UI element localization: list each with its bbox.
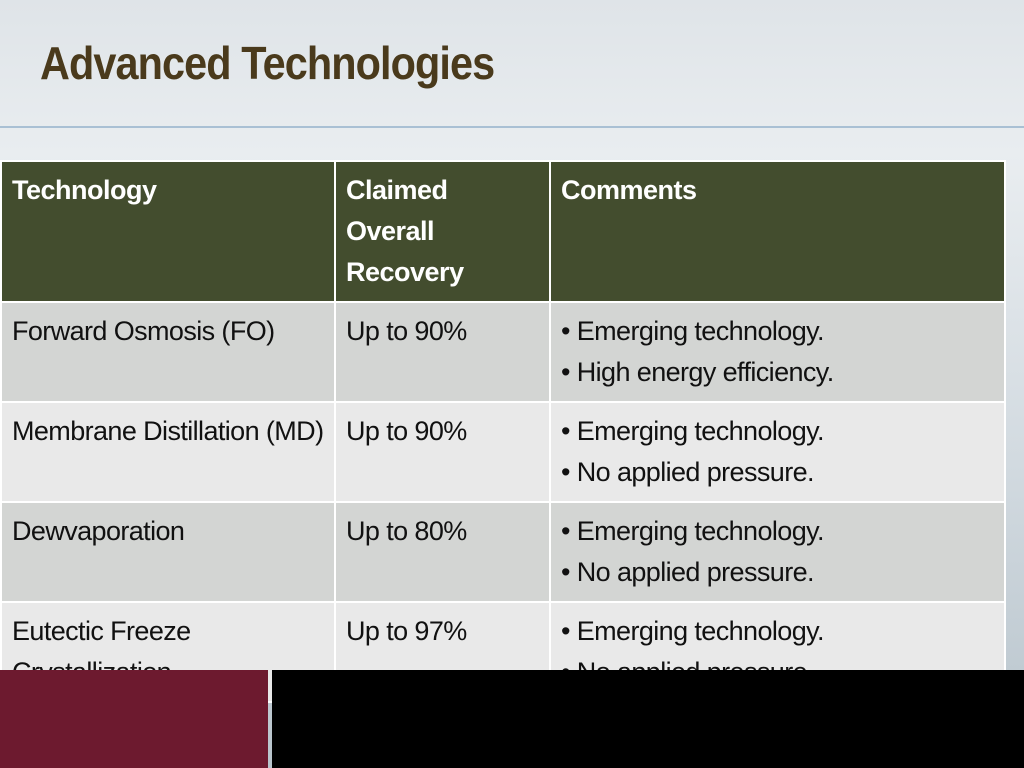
- comment-line: • Emerging technology.: [561, 616, 825, 646]
- table-body: Forward Osmosis (FO) Up to 90% • Emerging …: [0, 301, 1006, 703]
- table-row: Forward Osmosis (FO) Up to 90% • Emerging …: [0, 301, 1006, 403]
- table-row: Membrane Distillation (MD) Up to 90% • Eme…: [0, 401, 1006, 503]
- header-row: Technology Claimed Overall Recovery Comm…: [0, 160, 1006, 303]
- header-cell: Claimed Overall Recovery: [334, 160, 551, 303]
- slide-title: Advanced Technologies: [40, 37, 495, 89]
- table-row: Dewvaporation Up to 80% • Emerging technol…: [0, 501, 1006, 603]
- header-cell: Comments: [549, 160, 1006, 303]
- comments-cell: • Emerging technology. • No applied press…: [549, 401, 1006, 503]
- table: Technology Claimed Overall Recovery Comm…: [0, 160, 1006, 703]
- comment-line: • Emerging technology.: [561, 416, 825, 446]
- technology-cell: Dewvaporation: [0, 501, 336, 603]
- recovery-cell: Up to 90%: [334, 301, 551, 403]
- comment-line: • No applied pressure.: [561, 557, 815, 587]
- technology-cell: Membrane Distillation (MD): [0, 401, 336, 503]
- recovery-cell: Up to 80%: [334, 501, 551, 603]
- title-rule: [0, 126, 1024, 128]
- header-cell: Technology: [0, 160, 336, 303]
- header-text: Claimed Overall Recovery: [346, 175, 464, 287]
- comment-line: • High energy efficiency.: [561, 357, 834, 387]
- technology-cell: Forward Osmosis (FO): [0, 301, 336, 403]
- comments-cell: • Emerging technology. • High energy effi…: [549, 301, 1006, 403]
- recovery-cell: Up to 90%: [334, 401, 551, 503]
- comments-cell: • Emerging technology. • No applied press…: [549, 501, 1006, 603]
- footer-bar: [272, 670, 1024, 768]
- footer-bar: [0, 670, 268, 768]
- comment-line: • Emerging technology.: [561, 516, 825, 546]
- comment-line: • Emerging technology.: [561, 316, 825, 346]
- comment-line: • No applied pressure.: [561, 457, 815, 487]
